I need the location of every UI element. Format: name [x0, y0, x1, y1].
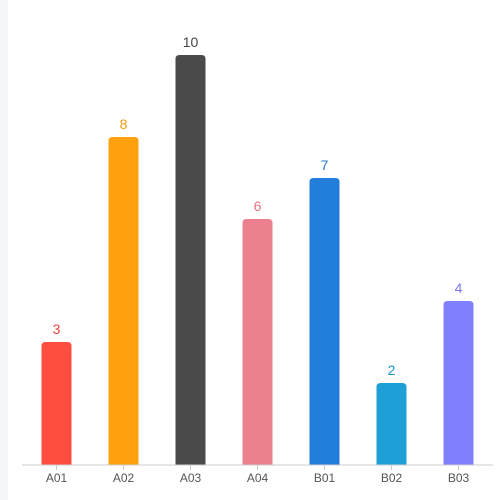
bar-a04 [242, 219, 273, 465]
x-tick-label-a02: A02 [113, 471, 135, 485]
bar-b02 [376, 383, 407, 465]
value-label-a04: 6 [254, 198, 262, 214]
x-tick-label-a04: A04 [247, 471, 269, 485]
x-tick-label-b03: B03 [448, 471, 470, 485]
value-labels-group: 3 8 10 6 7 2 4 [53, 34, 463, 378]
bar-a01 [41, 342, 72, 465]
x-tick-label-b01: B01 [314, 471, 336, 485]
x-axis-ticks-group: A01 A02 A03 A04 B01 B02 B03 [46, 465, 470, 485]
bar-a03 [175, 55, 206, 465]
x-tick-label-a03: A03 [180, 471, 202, 485]
value-label-a02: 8 [120, 116, 128, 132]
value-label-a01: 3 [53, 321, 61, 337]
bars-group [41, 55, 474, 465]
value-label-a03: 10 [183, 34, 199, 50]
bar-a02 [108, 137, 139, 465]
x-tick-label-a01: A01 [46, 471, 68, 485]
value-label-b03: 4 [455, 280, 463, 296]
bar-b03 [443, 301, 474, 465]
value-label-b01: 7 [321, 157, 329, 173]
bar-b01 [309, 178, 340, 465]
x-tick-label-b02: B02 [381, 471, 403, 485]
value-label-b02: 2 [388, 362, 396, 378]
